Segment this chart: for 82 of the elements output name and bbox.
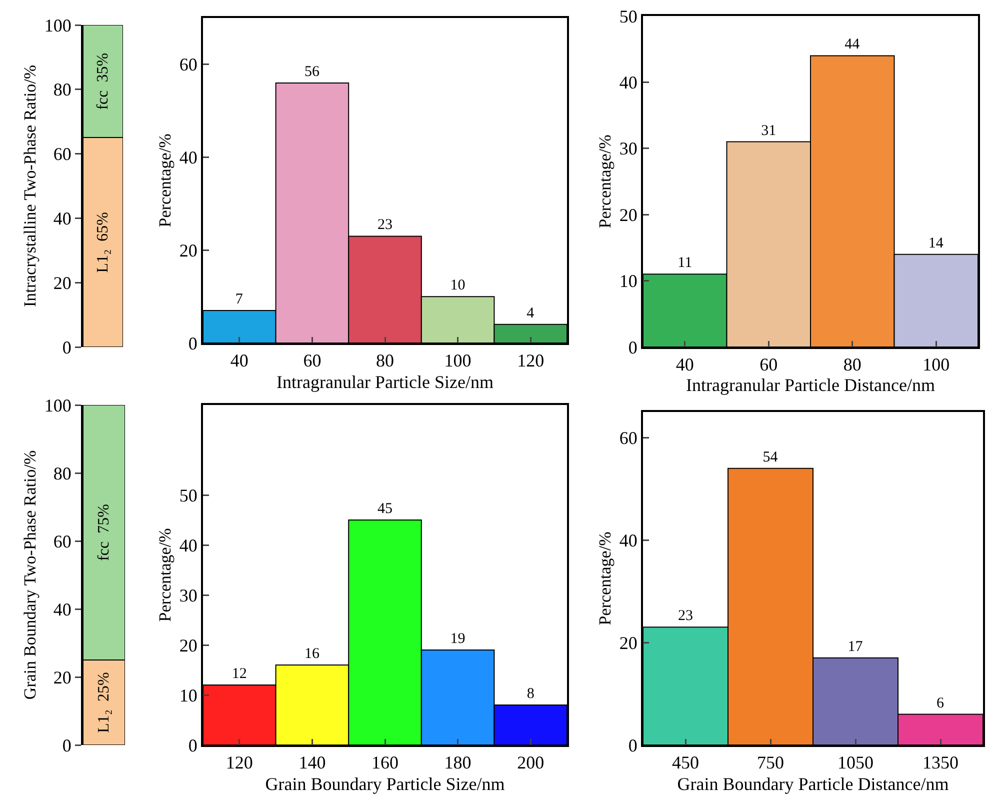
y-tick-label: 20 xyxy=(619,204,638,225)
data-label: 6 xyxy=(936,695,944,712)
y-tick-label: 0 xyxy=(62,735,72,756)
y-tick-label: 100 xyxy=(44,15,72,36)
data-label: 17 xyxy=(848,638,864,655)
y-tick-label: 80 xyxy=(53,463,72,484)
y-tick-label: 0 xyxy=(62,337,72,358)
y-tick-label: 20 xyxy=(179,635,198,656)
data-label: 56 xyxy=(304,64,320,80)
x-tick-label: 40 xyxy=(230,350,248,371)
y-tick-label: 50 xyxy=(619,6,638,26)
y-tick-label: 40 xyxy=(619,530,638,550)
y-tick-label: 40 xyxy=(53,208,72,228)
y-tick-label: 20 xyxy=(53,667,72,688)
y-tick-label: 50 xyxy=(179,485,198,506)
x-tick-label: 160 xyxy=(372,752,398,773)
y-tick-label: 60 xyxy=(179,54,198,75)
y-tick-label: 30 xyxy=(619,138,638,159)
y-tick-label: 20 xyxy=(619,632,638,653)
x-tick-label: 80 xyxy=(843,354,862,375)
y-tick-label: 40 xyxy=(179,148,198,168)
y-axis-title: Percentage/% xyxy=(595,532,614,626)
x-tick-label: 1350 xyxy=(922,752,958,773)
x-tick-label: 40 xyxy=(676,354,694,375)
text: fcc 35% xyxy=(94,52,112,110)
x-axis-title: Grain Boundary Particle Size/nm xyxy=(265,774,505,794)
x-tick-label: 80 xyxy=(376,350,394,371)
data-label: 16 xyxy=(304,646,320,662)
y-tick-label: 0 xyxy=(188,333,198,354)
y-axis-title: Grain Boundary Two-Phase Ratio/% xyxy=(20,450,40,700)
x-tick-label: 60 xyxy=(303,350,322,371)
x-tick-label: 450 xyxy=(672,752,699,773)
data-label: 10 xyxy=(450,278,466,294)
y-tick-label: 40 xyxy=(179,535,198,556)
x-tick-label: 60 xyxy=(760,354,778,375)
x-axis-title: Intragranular Particle Distance/nm xyxy=(686,375,935,395)
y-tick-label: 30 xyxy=(179,585,198,606)
data-label: 4 xyxy=(526,305,535,322)
text: fcc 75% xyxy=(96,504,112,561)
data-label: 19 xyxy=(450,631,466,647)
y-tick-label: 60 xyxy=(53,531,72,552)
text: L1₂ 65% xyxy=(94,212,112,273)
y-tick-label: 0 xyxy=(188,735,198,756)
y-tick-label: 80 xyxy=(53,80,72,100)
x-tick-label: 100 xyxy=(922,354,950,375)
data-label: 44 xyxy=(844,36,860,53)
x-tick-label: 750 xyxy=(757,752,784,773)
data-label: 7 xyxy=(235,292,244,308)
x-axis-title: Intragranular Particle Size/nm xyxy=(276,372,494,392)
y-tick-label: 40 xyxy=(619,72,638,92)
y-tick-label: 20 xyxy=(179,240,198,260)
data-label: 45 xyxy=(378,501,392,517)
text: L1₂ 25% xyxy=(96,672,112,733)
y-tick-label: 60 xyxy=(53,144,72,164)
y-tick-label: 0 xyxy=(628,735,638,756)
x-tick-label: 140 xyxy=(298,752,326,773)
y-axis-title: Intracrystalline Two-Phase Ratio/% xyxy=(20,64,40,308)
data-label: 12 xyxy=(232,666,247,682)
y-tick-label: 40 xyxy=(53,599,72,620)
y-axis-title: Percentage/% xyxy=(595,134,614,228)
x-tick-label: 200 xyxy=(517,752,544,773)
y-axis-title: Percentage/% xyxy=(155,528,174,622)
y-tick-label: 10 xyxy=(179,685,198,706)
data-label: 14 xyxy=(928,235,944,252)
x-tick-label: 120 xyxy=(226,752,253,773)
data-label: 11 xyxy=(678,255,692,272)
data-label: 54 xyxy=(762,449,778,466)
y-axis-title: Percentage/% xyxy=(155,134,174,228)
data-label: 23 xyxy=(378,217,392,234)
data-label: 23 xyxy=(678,608,693,624)
data-label: 8 xyxy=(526,686,534,702)
x-tick-label: 100 xyxy=(444,350,472,371)
y-tick-label: 10 xyxy=(619,271,638,292)
x-tick-label: 120 xyxy=(517,350,544,371)
y-tick-label: 60 xyxy=(619,428,638,448)
y-tick-label: 20 xyxy=(53,272,72,293)
x-tick-label: 180 xyxy=(444,752,472,773)
y-tick-label: 0 xyxy=(628,337,638,358)
x-axis-title: Grain Boundary Particle Distance/nm xyxy=(677,774,949,794)
data-label: 31 xyxy=(761,122,776,139)
x-tick-label: 1050 xyxy=(838,752,874,773)
y-tick-label: 100 xyxy=(44,395,72,416)
